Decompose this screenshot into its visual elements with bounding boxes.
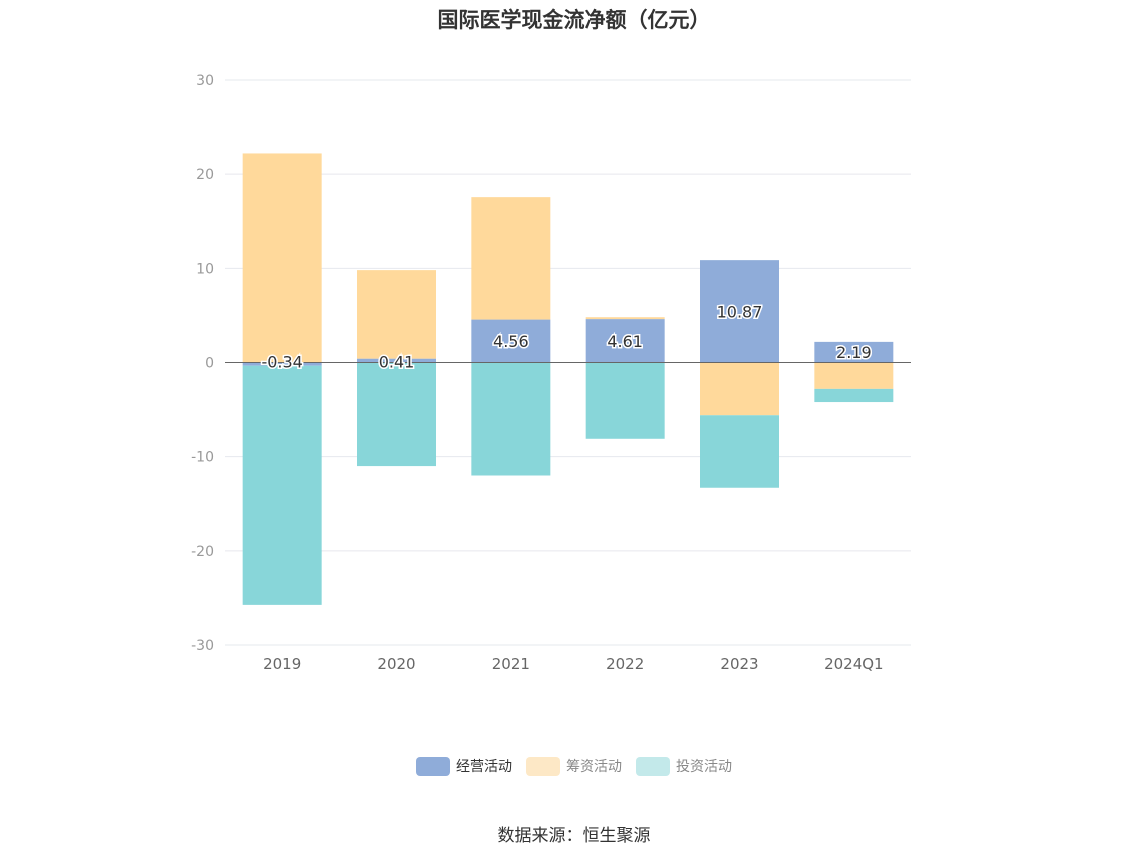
bar-投资活动 [357, 362, 436, 467]
data-label: 10.87 [717, 302, 763, 321]
x-tick-label: 2023 [720, 655, 758, 673]
bar-筹资活动 [700, 362, 779, 416]
data-label: 0.41 [379, 353, 415, 372]
chart-plot: 30 20 10 0 -10 -20 -30 2019 2020 2021 2022 2023 2024… [191, 73, 911, 673]
y-tick-label: -10 [191, 450, 214, 466]
x-tick-label: 2024Q1 [824, 655, 884, 673]
legend: 经营活动 筹资活动 投资活动 [0, 756, 1148, 776]
bar-经营活动 [357, 358, 436, 363]
bar-投资活动 [471, 362, 551, 476]
x-tick-label: 2020 [377, 655, 415, 673]
legend-item[interactable]: 经营活动 [416, 756, 512, 776]
legend-label: 筹资活动 [566, 759, 622, 775]
x-tick-label: 2021 [492, 655, 530, 673]
data-source: 数据来源：恒生聚源 [497, 826, 651, 846]
y-tick-label: 20 [196, 167, 214, 183]
legend-item[interactable]: 投资活动 [636, 756, 732, 776]
bar-经营活动 [242, 362, 322, 366]
bar-筹资活动 [814, 362, 894, 389]
bar-筹资活动 [585, 317, 665, 320]
data-label: 2.19 [836, 343, 872, 362]
legend-label: 投资活动 [676, 759, 732, 775]
bar-经营活动 [471, 319, 551, 363]
legend-swatch [526, 756, 560, 776]
bar-经营活动 [585, 319, 665, 363]
y-tick-label: 10 [196, 261, 214, 277]
bar-筹资活动 [242, 153, 322, 363]
data-label: 4.61 [607, 332, 643, 351]
y-tick-label: -20 [191, 544, 214, 560]
bar-经营活动 [700, 260, 779, 363]
x-tick-label: 2022 [606, 655, 644, 673]
bar-经营活动 [814, 341, 894, 363]
y-tick-label: -30 [191, 638, 214, 654]
legend-swatch [636, 756, 670, 776]
legend-label: 经营活动 [456, 759, 512, 775]
bar-投资活动 [814, 388, 894, 403]
bar-投资活动 [585, 362, 665, 439]
bar-投资活动 [242, 365, 322, 605]
legend-swatch [416, 756, 450, 776]
bar-投资活动 [700, 415, 779, 488]
legend-item[interactable]: 筹资活动 [526, 756, 622, 776]
bar-筹资活动 [357, 270, 436, 359]
data-label: -0.34 [261, 353, 302, 372]
y-tick-label: 30 [196, 73, 214, 89]
chart-title: 国际医学现金流净额（亿元） [437, 8, 711, 32]
y-tick-label: 0 [205, 356, 214, 372]
x-tick-label: 2019 [263, 655, 301, 673]
data-label: 4.56 [493, 332, 529, 351]
bar-筹资活动 [471, 197, 551, 320]
